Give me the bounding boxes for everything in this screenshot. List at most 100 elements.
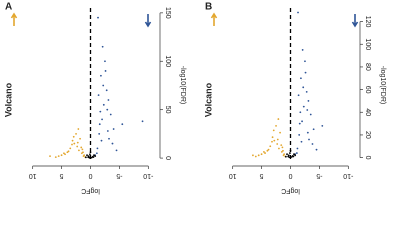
point: [304, 71, 307, 74]
point: [79, 137, 81, 140]
point: [81, 148, 84, 151]
point: [263, 151, 265, 153]
point: [104, 70, 107, 72]
point: [83, 154, 86, 157]
y-tick-label: 120: [364, 16, 371, 28]
point: [276, 143, 279, 145]
point: [297, 11, 299, 14]
x-tick-label: 0: [288, 172, 292, 179]
point: [260, 153, 263, 156]
point: [107, 99, 110, 101]
point: [98, 132, 101, 135]
point: [73, 142, 76, 145]
down-arrow: [351, 14, 359, 28]
x-tick-label: -10: [143, 172, 153, 179]
point: [93, 154, 95, 157]
y-axis-title: -log10(FDR): [379, 66, 386, 105]
point: [276, 138, 279, 141]
point: [71, 139, 74, 142]
point: [60, 154, 63, 157]
point: [288, 156, 291, 159]
point: [306, 109, 309, 111]
point: [98, 123, 101, 126]
point: [271, 136, 274, 139]
point: [277, 118, 280, 120]
point: [301, 49, 304, 51]
point: [97, 94, 100, 97]
point: [305, 90, 308, 93]
point: [89, 153, 91, 156]
point: [272, 129, 275, 132]
point: [279, 131, 281, 134]
point: [105, 89, 108, 92]
point: [101, 45, 104, 48]
y-tick-label: 20: [364, 131, 371, 139]
point: [69, 147, 72, 150]
point: [254, 155, 257, 158]
point: [63, 152, 65, 155]
x-tick-label: 10: [229, 172, 237, 179]
y-tick-label: 0: [164, 156, 171, 160]
point: [311, 143, 314, 145]
point: [100, 139, 103, 142]
point: [106, 108, 109, 111]
chart-title: Volcano: [203, 82, 213, 117]
y-tick-label: 40: [364, 108, 371, 116]
point: [266, 149, 269, 152]
point: [88, 156, 91, 159]
point: [321, 124, 324, 127]
point: [269, 145, 272, 148]
y-tick-label: 80: [364, 63, 371, 71]
panel: B Volcano -log10(FDR) logFC 10 5 0 -5 -10 0 20 40 60…: [203, 2, 386, 195]
point: [95, 152, 98, 155]
x-tick-label: 10: [29, 172, 37, 179]
x-axis-title: logFC: [281, 187, 300, 194]
point: [293, 153, 295, 156]
y-tick-label: 50: [164, 106, 171, 114]
x-axis-title: logFC: [81, 187, 100, 194]
point: [302, 105, 305, 108]
y-tick-label: 100: [364, 38, 371, 50]
point: [281, 146, 284, 149]
point: [102, 84, 105, 87]
point: [115, 149, 118, 152]
point: [67, 150, 70, 153]
point: [308, 138, 310, 141]
point: [100, 74, 102, 77]
point: [77, 128, 80, 130]
point: [76, 141, 79, 144]
point: [111, 142, 114, 145]
point: [309, 113, 312, 116]
point: [108, 137, 110, 140]
point: [280, 144, 283, 147]
point: [104, 60, 106, 63]
point: [302, 86, 305, 89]
point: [275, 124, 277, 127]
point: [71, 143, 73, 146]
x-tick-label: -10: [343, 172, 353, 179]
point: [91, 155, 94, 158]
y-tick-label: 60: [364, 86, 371, 94]
y-tick-label: 0: [364, 156, 371, 160]
point: [101, 118, 103, 121]
point: [102, 103, 105, 106]
point: [300, 140, 303, 143]
panel-label: A: [5, 2, 12, 13]
point: [49, 155, 51, 158]
down-arrow: [144, 14, 152, 28]
point: [291, 155, 294, 157]
point: [289, 152, 291, 154]
point: [294, 154, 297, 157]
point: [76, 145, 79, 148]
point: [106, 130, 109, 132]
point: [252, 154, 254, 157]
point: [82, 151, 84, 154]
panel-label: B: [205, 2, 212, 13]
x-tick-label: 0: [88, 172, 92, 179]
point: [307, 100, 310, 102]
point: [86, 154, 88, 157]
point: [312, 128, 315, 131]
x-tick-label: -5: [116, 172, 122, 179]
point: [301, 120, 303, 123]
